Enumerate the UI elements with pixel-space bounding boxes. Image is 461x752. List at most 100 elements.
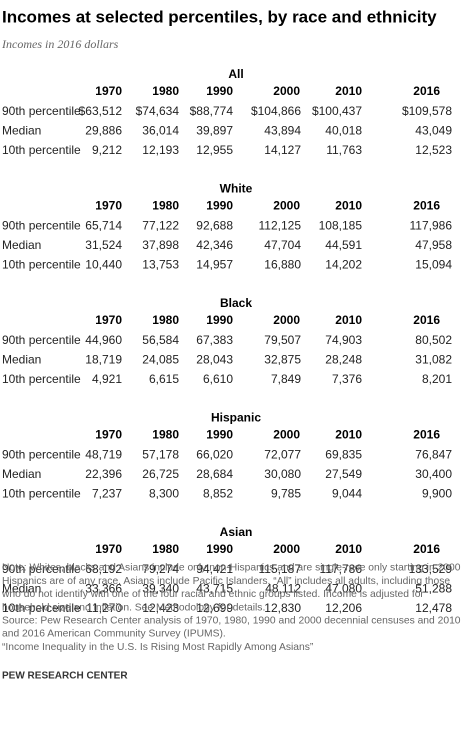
cell: 22,396 [85, 467, 122, 481]
year-header: 2010 [335, 84, 362, 98]
cell: 8,852 [203, 487, 233, 501]
brand: PEW RESEARCH CENTER [2, 671, 128, 682]
year-header: 2000 [273, 542, 300, 556]
note-line: Hispanics are of any race. Asians includ… [2, 576, 450, 587]
year-header: 1990 [206, 199, 233, 213]
cell: 133,529 [409, 562, 453, 576]
cell: 12,206 [325, 601, 362, 615]
cell: $88,774 [190, 104, 234, 118]
year-header: 1990 [206, 428, 233, 442]
section-heading: Hispanic [211, 411, 261, 425]
row-label: 10th percentile [2, 487, 81, 501]
note-line: Note: Whites, blacks and Asians include … [2, 563, 461, 574]
row-label: 10th percentile [2, 372, 81, 386]
cell: 24,085 [142, 353, 179, 367]
year-header: 1980 [152, 84, 179, 98]
year-header: 2016 [413, 542, 440, 556]
title: Incomes at selected percentiles, by race… [2, 7, 437, 26]
year-header: 1970 [95, 428, 122, 442]
cell: $109,578 [402, 104, 452, 118]
row-label: 90th percentile [2, 333, 81, 347]
cell: 12,193 [142, 143, 179, 157]
cell: 39,340 [142, 582, 179, 596]
row-label: Median [2, 124, 41, 138]
cell: 6,615 [149, 372, 179, 386]
cell: 29,886 [85, 124, 122, 138]
cell: 30,080 [264, 467, 301, 481]
cell: 18,719 [85, 353, 122, 367]
year-header: 2016 [413, 428, 440, 442]
row-label: Median [2, 238, 41, 252]
cell: 67,383 [196, 333, 233, 347]
cell: 26,725 [142, 467, 179, 481]
cell: 77,122 [142, 219, 179, 233]
section-heading: Asian [220, 525, 253, 539]
cell: 69,835 [325, 448, 362, 462]
subtitle: Incomes in 2016 dollars [1, 37, 119, 51]
cell: 79,507 [264, 333, 301, 347]
cell: 12,423 [142, 601, 179, 615]
row-label: 90th percentile [2, 104, 81, 118]
cell: 44,591 [325, 238, 362, 252]
cell: 44,960 [85, 333, 122, 347]
cell: 48,112 [265, 582, 301, 596]
cell: 43,049 [415, 124, 452, 138]
row-label: 90th percentile [2, 219, 81, 233]
year-header: 1990 [206, 542, 233, 556]
row-label: Median [2, 353, 41, 367]
cell: 14,127 [264, 143, 301, 157]
cell: 15,094 [415, 258, 452, 272]
cell: $100,437 [312, 104, 362, 118]
cell: 37,898 [142, 238, 179, 252]
year-header: 1980 [152, 199, 179, 213]
cell: 10,440 [85, 258, 122, 272]
row-label: 10th percentile [2, 258, 81, 272]
cell: 115,187 [259, 562, 302, 576]
cell: 32,875 [264, 353, 301, 367]
note-line: Source: Pew Research Center analysis of … [2, 616, 461, 627]
cell: $74,634 [136, 104, 180, 118]
cell: 47,958 [415, 238, 452, 252]
cell: 9,044 [332, 487, 362, 501]
cell: 57,178 [142, 448, 179, 462]
year-header: 1970 [95, 199, 122, 213]
row-label: 90th percentile [2, 448, 81, 462]
cell: 65,714 [85, 219, 122, 233]
cell: 33,366 [85, 582, 122, 596]
year-header: 1990 [206, 84, 233, 98]
cell: 117,986 [410, 219, 453, 233]
section-heading: White [220, 182, 253, 196]
cell: 72,077 [264, 448, 301, 462]
cell: 42,346 [196, 238, 233, 252]
cell: $104,866 [251, 104, 301, 118]
year-header: 2016 [413, 313, 440, 327]
year-header: 2000 [273, 428, 300, 442]
section-heading: Black [220, 296, 252, 310]
cell: 7,376 [332, 372, 362, 386]
cell: 27,549 [325, 467, 362, 481]
cell: 31,082 [415, 353, 452, 367]
cell: 92,688 [196, 219, 233, 233]
cell: 8,300 [149, 487, 179, 501]
cell: 39,897 [196, 124, 233, 138]
cell: 7,849 [271, 372, 301, 386]
row-label: 10th percentile [2, 143, 81, 157]
note-line: household size and inflation. See Method… [2, 602, 265, 613]
cell: 94,421 [196, 562, 233, 576]
year-header: 1970 [95, 313, 122, 327]
cell: 28,248 [325, 353, 362, 367]
year-header: 2000 [273, 84, 300, 98]
cell: 30,400 [415, 467, 452, 481]
year-header: 1980 [152, 313, 179, 327]
cell: 12,955 [196, 143, 233, 157]
cell: 40,018 [325, 124, 362, 138]
cell: 13,753 [142, 258, 179, 272]
cell: 80,502 [415, 333, 452, 347]
cell: 12,830 [264, 601, 301, 615]
cell: 74,903 [325, 333, 362, 347]
note-line: who do not identify with one of the four… [1, 589, 424, 600]
cell: 14,202 [325, 258, 362, 272]
year-header: 2010 [335, 199, 362, 213]
cell: 14,957 [196, 258, 233, 272]
